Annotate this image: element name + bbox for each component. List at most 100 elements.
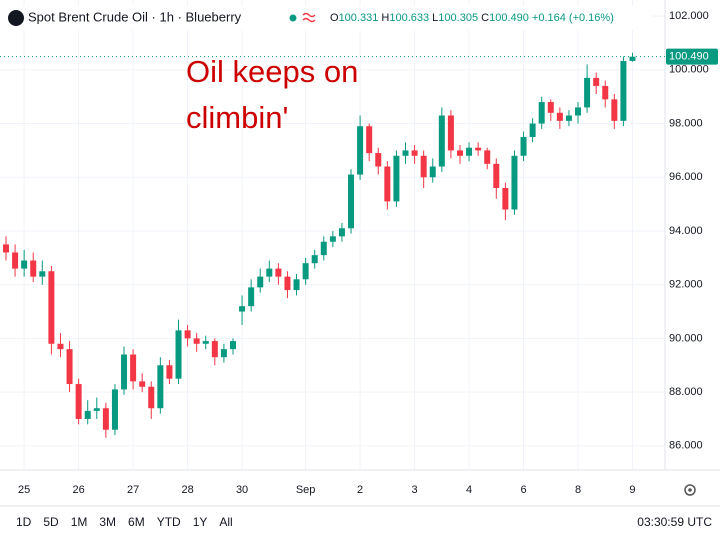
candle-body [502,188,509,210]
candle-body [556,112,563,121]
candle-body [284,276,291,291]
candle-body [211,341,218,358]
candle-body [393,155,400,202]
candle-body [511,155,518,210]
x-tick-label: 27 [127,484,139,496]
range-button[interactable]: 1D [16,515,32,529]
candle-body [447,115,454,151]
y-tick-label: 92.000 [669,279,703,291]
candle-body [402,150,409,156]
settings-icon[interactable] [684,484,696,496]
candle-body [357,126,364,175]
y-tick-label: 98.000 [669,117,703,129]
candle-body [275,268,282,277]
candle-body [484,150,491,164]
x-tick-label: 26 [73,484,85,496]
range-button[interactable]: 5D [43,515,59,529]
candle-body [602,85,609,100]
candle-body [229,341,236,350]
candle-body [584,77,591,108]
candle-body [547,102,554,113]
y-tick-label: 96.000 [669,171,703,183]
x-tick-label: 6 [520,484,526,496]
candle-body [57,343,64,350]
candle-body [202,341,209,344]
candle-body [565,115,572,121]
candle-body [39,271,46,277]
last-price-label: 100.490 [669,51,709,63]
range-button[interactable]: 1M [71,515,88,529]
symbol-icon [8,10,24,26]
candle-body [575,107,582,116]
candle-body [193,338,200,344]
candle-body [538,102,545,124]
y-tick-label: 100.000 [669,64,709,76]
candle-body [311,255,318,264]
candle-body [329,236,336,242]
range-button[interactable]: 3M [99,515,116,529]
candle-body [366,126,373,154]
candle-body [411,150,418,156]
y-tick-label: 102.000 [669,10,709,22]
candle-body [493,163,500,188]
range-button[interactable]: YTD [157,515,181,529]
y-tick-label: 94.000 [669,225,703,237]
ohlc-value: 100.633 [389,12,429,24]
candle-body [466,147,473,156]
range-button[interactable]: 6M [128,515,145,529]
y-tick-label: 90.000 [669,332,703,344]
candle-body [139,381,146,387]
candle-body [629,56,636,61]
candle-body [30,260,37,277]
candle-body [257,276,264,288]
x-tick-label: 9 [629,484,635,496]
candle-body [620,60,627,121]
candle-body [66,349,73,385]
ohlc-value: 100.305 [438,12,478,24]
candle-body [184,330,191,339]
candle-body [438,115,445,167]
candle-body [293,279,300,291]
candle-body [302,263,309,280]
candle-body [611,99,618,121]
x-tick-label: 25 [18,484,30,496]
candle-body [130,354,137,382]
candle-body [338,228,345,237]
ohlc-key: O [330,12,339,24]
candle-body [239,306,246,312]
candle-body [12,252,19,269]
x-tick-label: 30 [236,484,248,496]
annotation: climbin' [186,100,288,135]
annotation: Oil keeps on [186,54,358,89]
candle-body [21,260,28,269]
candle-body [2,244,9,253]
candle-body [248,287,255,307]
ohlc-header: O100.331 H100.633 L100.305 C100.490 +0.1… [330,12,614,24]
candle-body [157,365,164,409]
ohlc-value: 100.331 [339,12,379,24]
candle-body [529,123,536,137]
candle-body [348,174,355,229]
change-value: +0.164 (+0.16%) [532,12,614,24]
range-button[interactable]: 1Y [193,515,208,529]
ohlc-key: C [481,12,489,24]
x-tick-label: 2 [357,484,363,496]
settings-icon-center [688,488,692,492]
candle-body [93,408,100,411]
last-price-box [666,48,718,65]
candle-body [166,365,173,379]
candle-body [48,271,55,344]
candle-body [520,136,527,156]
ohlc-value: 100.490 [489,12,529,24]
range-button[interactable]: All [219,515,232,529]
candle-body [456,150,463,156]
y-tick-label: 88.000 [669,386,703,398]
x-tick-label: Sep [296,484,316,496]
candle-body [148,386,155,409]
candle-body [475,147,482,151]
candle-body [384,166,391,202]
candle-body [102,408,109,430]
candle-body [220,349,227,358]
candle-body [266,268,273,277]
status-dot [289,14,297,22]
